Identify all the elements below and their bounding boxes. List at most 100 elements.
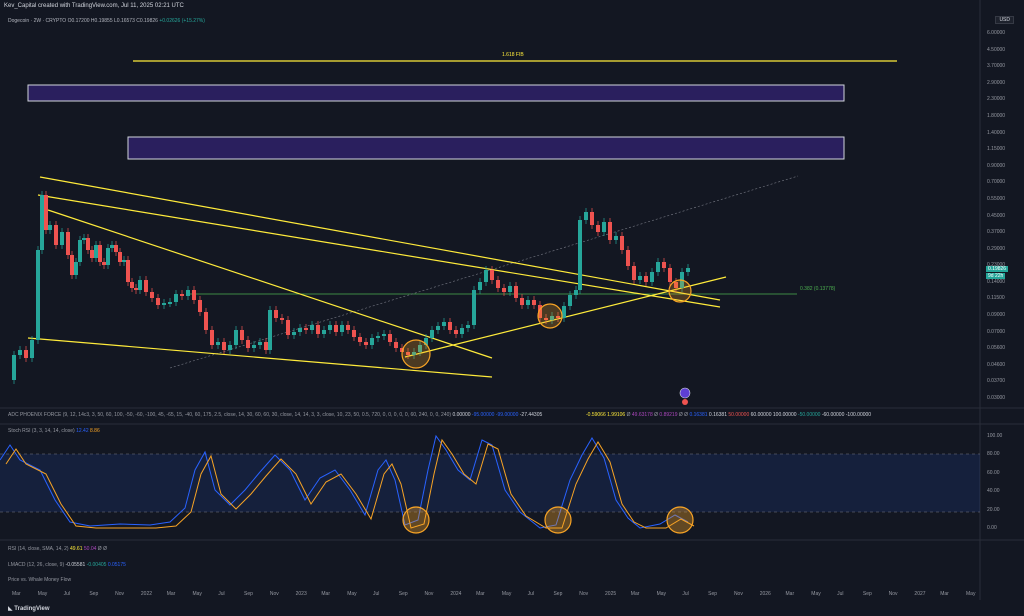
stoch-axis-label: 0.00 [987,525,997,531]
rsi-legend[interactable]: RSI (14, close, SMA, 14, 2) 49.61 50.04 … [8,546,107,552]
adc-value: 0.00000 [452,412,471,418]
time-axis-label: Sep [89,591,99,597]
candle-body [12,355,16,380]
time-axis-label: Sep [708,591,718,597]
time-axis-label: May [656,591,667,597]
candle-body [118,252,122,262]
candle-body [406,352,410,355]
time-axis-label: 2025 [605,591,617,597]
candle-body [578,220,582,290]
candle-body [562,306,566,318]
price-axis-label: 1.80000 [987,112,1006,119]
candle-body [448,322,452,330]
candle-body [30,340,34,358]
candle-body [526,300,530,305]
highlight-circles [401,279,692,369]
time-axis-label: Sep [553,591,563,597]
time-axis-label: Mar [321,591,331,597]
time-axis-label: Nov [269,591,279,597]
adc-label: ADC PHOENIX FORCE (9, 12, 14c3, 3, 50, 6… [8,412,452,418]
candle-body [122,260,126,262]
stoch-axis-label: 60.00 [987,469,1000,476]
price-axis-label: 0.23000 [987,262,1005,268]
candle-body [632,266,636,280]
currency-badge[interactable]: USD [995,16,1014,24]
candlestick-series [12,191,690,384]
time-axis-label: Nov [888,591,898,597]
lmacd-value: -0.05581 [65,562,86,568]
candle-body [252,345,256,348]
candle-body [508,286,512,292]
candle-body [130,282,134,288]
symbol-name[interactable]: Dogecoin · 2W · CRYPTO [8,18,67,24]
candle-body [180,294,184,296]
candle-body [340,325,344,332]
candle-body [316,325,320,334]
price-axis-label: 2.90000 [987,79,1006,86]
trendlines [27,176,727,378]
candle-body [292,332,296,335]
adc-indicator-legend[interactable]: ADC PHOENIX FORCE (9, 12, 14c3, 3, 50, 6… [8,412,542,418]
price-axis-label: 0.09000 [987,312,1006,319]
candle-body [90,250,94,258]
candle-body [626,250,630,266]
lmacd-value: 0.05175 [107,562,126,568]
adc-value: -50.00000 [797,412,821,418]
symbol-ohlc-legend[interactable]: Dogecoin · 2W · CRYPTO O0.17200 H0.19855… [8,18,205,24]
adc-value: 0.16381 [689,412,708,418]
stoch-d-value: 8.86 [90,428,100,434]
adc-value: 0.16381 [708,412,727,418]
candle-body [590,212,594,225]
fib-0382-label: 0.382 (0.13778) [800,286,836,292]
time-axis-label: 2027 [914,591,926,597]
stoch-rsi-legend[interactable]: Stoch RSI (3, 3, 14, 14, close) 12.42 8.… [8,428,100,434]
candle-body [258,342,262,345]
candle-body [94,245,98,258]
candle-body [216,342,220,345]
candle-body [602,222,606,232]
candle-body [656,262,660,272]
candle-body [388,334,392,342]
candle-body [346,325,350,330]
price-axis-label: 0.07000 [987,328,1006,335]
lmacd-value: -0.00405 [86,562,107,568]
candle-body [394,342,398,348]
candle-body [138,280,142,290]
candle-body [514,286,518,298]
adc-indicator-values: -0.59066 1.99106 Ø 49.63178 Ø 0.89219 Ø … [586,412,871,418]
price-axis-label: 0.45000 [987,212,1006,219]
candle-body [358,337,362,342]
candle-body [620,236,624,250]
time-axis-label: 2024 [450,591,462,597]
price-axis-label: 0.03000 [987,395,1006,401]
candle-body [60,232,64,245]
stoch-label: Stoch RSI (3, 3, 14, 14, close) [8,428,75,434]
lower-resistance-zone [127,136,845,160]
adc-value: -100.00000 [845,412,872,418]
price-axis-label: 1.40000 [987,129,1006,136]
candle-body [298,328,302,332]
candle-body [54,225,58,245]
candle-body [74,262,78,275]
candle-body [106,248,110,265]
time-axis-label: May [192,591,202,597]
time-axis-label: Mar [12,591,21,597]
time-axis-label: Jul [837,591,844,597]
price-axis-label: 1.15000 [987,146,1006,153]
stoch-axis-label: 100.00 [987,433,1003,439]
candle-body [144,280,148,292]
candle-body [596,225,600,232]
adc-value: Ø [626,412,631,418]
candle-body [382,334,386,336]
stoch-circles [402,506,694,534]
candle-body [490,270,494,280]
candle-body [352,330,356,337]
adc-value: 100.00000 [772,412,797,418]
lmacd-label: LMACD (12, 26, close, 9) [8,562,65,568]
whale-flow-legend[interactable]: Price vs. Whale Money Flow [8,577,72,583]
price-axis-label: 0.05600 [987,345,1006,352]
candle-body [412,352,416,355]
tradingview-logo[interactable]: ◣ TradingView [8,606,50,613]
lmacd-legend[interactable]: LMACD (12, 26, close, 9) -0.05581 -0.004… [8,562,126,568]
